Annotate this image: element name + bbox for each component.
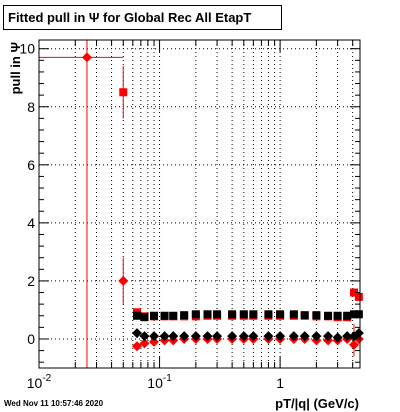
- data-point-diamond: [131, 341, 142, 352]
- data-point-diamond: [227, 331, 238, 342]
- data-point-diamond: [288, 331, 299, 342]
- data-point-square: [349, 288, 358, 297]
- data-point-diamond: [353, 328, 364, 339]
- y-tick-label: 0: [27, 331, 35, 347]
- data-point-diamond: [275, 331, 286, 342]
- data-point-square: [228, 310, 237, 319]
- x-tick-label: 10-2: [27, 373, 52, 391]
- data-point-diamond: [238, 331, 249, 342]
- data-point-square: [354, 292, 363, 301]
- data-point-diamond: [149, 336, 160, 347]
- data-point-square: [160, 311, 169, 320]
- y-axis-title: pull in Ψ: [8, 42, 23, 94]
- data-point-square: [203, 310, 212, 319]
- data-point-square: [324, 311, 333, 320]
- data-point-square: [119, 88, 128, 97]
- data-point-square: [169, 311, 178, 320]
- plot-frame: [38, 39, 361, 369]
- x-tick-label: 10-1: [147, 373, 172, 391]
- data-point-diamond: [299, 331, 310, 342]
- data-point-square: [191, 310, 200, 319]
- y-tick-label: 6: [27, 157, 35, 173]
- data-point-square: [180, 311, 189, 320]
- markers-layer: [81, 52, 364, 352]
- footer-timestamp: Wed Nov 11 10:57:46 2020: [4, 399, 104, 408]
- data-point-diamond: [149, 331, 160, 342]
- data-point-diamond: [190, 331, 201, 342]
- data-point-diamond: [159, 331, 170, 342]
- x-axis-title: pT/|q| (GeV/c): [275, 396, 359, 411]
- y-tick-label: 10: [19, 41, 35, 57]
- y-tick-label: 2: [27, 273, 35, 289]
- data-point-diamond: [348, 339, 359, 350]
- data-point-square: [150, 311, 159, 320]
- data-point-square: [300, 311, 309, 320]
- x-tick-label: 1: [276, 375, 284, 391]
- data-point-diamond: [263, 331, 274, 342]
- data-point-square: [132, 311, 141, 320]
- data-point-diamond: [248, 331, 259, 342]
- data-point-diamond: [332, 332, 343, 343]
- data-point-square: [239, 310, 248, 319]
- data-point-square: [354, 310, 363, 319]
- data-point-square: [276, 310, 285, 319]
- data-point-diamond: [342, 331, 353, 342]
- chart-title: Fitted pull in Ψ for Global Rec All Etap…: [3, 5, 282, 30]
- data-point-square: [264, 310, 273, 319]
- data-point-diamond: [118, 275, 129, 286]
- data-point-diamond: [81, 52, 92, 63]
- data-point-square: [312, 311, 321, 320]
- data-point-square: [213, 310, 222, 319]
- data-point-diamond: [311, 331, 322, 342]
- data-point-square: [343, 311, 352, 320]
- data-point-diamond: [212, 331, 223, 342]
- data-point-diamond: [131, 328, 142, 339]
- data-point-diamond: [168, 331, 179, 342]
- data-point-diamond: [139, 338, 150, 349]
- data-point-diamond: [139, 331, 150, 342]
- data-point-square: [333, 311, 342, 320]
- data-point-square: [289, 310, 298, 319]
- y-tick-label: 8: [27, 99, 35, 115]
- data-point-square: [349, 310, 358, 319]
- y-tick-label: 4: [27, 215, 35, 231]
- data-point-square: [249, 310, 258, 319]
- data-point-diamond: [323, 331, 334, 342]
- tick-labels-layer: 0 2 4 6 8 10 10-2 10-1 1: [19, 41, 284, 391]
- data-point-diamond: [202, 331, 213, 342]
- data-point-square: [140, 313, 149, 322]
- tick-layer: [38, 40, 360, 368]
- data-point-diamond: [179, 331, 190, 342]
